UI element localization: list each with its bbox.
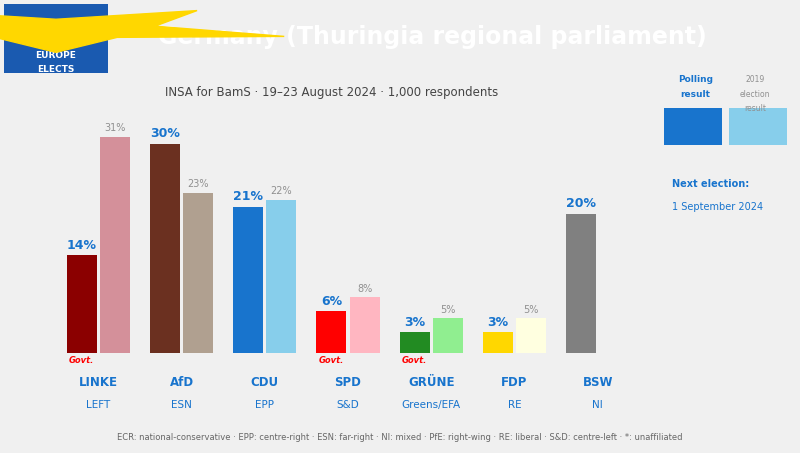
Text: Greens/EFA: Greens/EFA [402,400,461,410]
Text: ESN: ESN [171,400,192,410]
Bar [483,333,513,353]
Text: 22%: 22% [270,186,292,196]
Text: result: result [681,90,710,99]
Text: GRÜNE: GRÜNE [408,376,454,389]
Text: 21%: 21% [233,190,263,203]
Bar [66,255,97,353]
FancyBboxPatch shape [664,108,722,145]
Text: 20%: 20% [566,197,596,210]
Bar [433,318,463,353]
Text: EPP: EPP [255,400,274,410]
Text: LINKE: LINKE [78,376,118,389]
Bar [566,213,596,353]
Text: 30%: 30% [150,127,180,140]
Text: AfD: AfD [170,376,194,389]
Polygon shape [0,10,284,53]
Text: 2019: 2019 [746,76,765,84]
Text: ELECTS: ELECTS [38,65,74,74]
Text: BSW: BSW [582,376,613,389]
Text: 14%: 14% [66,239,97,252]
Bar [316,311,346,353]
Text: SPD: SPD [334,376,362,389]
Text: EUROPE: EUROPE [35,51,77,59]
Bar [350,298,380,353]
Text: 8%: 8% [357,284,372,294]
Bar [150,144,180,353]
Text: 31%: 31% [104,123,126,133]
Text: 5%: 5% [523,305,539,315]
Text: 3%: 3% [404,316,425,329]
Text: 3%: 3% [487,316,509,329]
Text: S&D: S&D [337,400,359,410]
Text: Govt.: Govt. [402,356,427,365]
Text: CDU: CDU [250,376,279,389]
Text: 1 September 2024: 1 September 2024 [672,202,763,212]
FancyBboxPatch shape [4,4,108,73]
Text: Govt.: Govt. [318,356,344,365]
Text: NI: NI [592,400,603,410]
Text: Govt.: Govt. [69,356,94,365]
Bar [266,200,296,353]
FancyBboxPatch shape [729,108,786,145]
Text: Polling: Polling [678,76,713,84]
Text: INSA for BamS · 19–23 August 2024 · 1,000 respondents: INSA for BamS · 19–23 August 2024 · 1,00… [166,87,498,99]
Text: election: election [740,90,770,99]
Text: 5%: 5% [440,305,455,315]
Text: RE: RE [508,400,522,410]
Bar [183,193,213,353]
Bar [100,137,130,353]
Text: Germany (Thuringia regional parliament): Germany (Thuringia regional parliament) [158,25,706,49]
Text: LEFT: LEFT [86,400,110,410]
Bar [233,207,263,353]
Text: 23%: 23% [187,179,209,189]
Text: ECR: national-conservative · EPP: centre-right · ESN: far-right · NI: mixed · Pf: ECR: national-conservative · EPP: centre… [118,433,682,442]
Text: 6%: 6% [321,295,342,308]
Text: FDP: FDP [502,376,528,389]
Bar [400,333,430,353]
Bar [516,318,546,353]
Text: Next election:: Next election: [672,179,750,189]
Text: result: result [744,104,766,113]
